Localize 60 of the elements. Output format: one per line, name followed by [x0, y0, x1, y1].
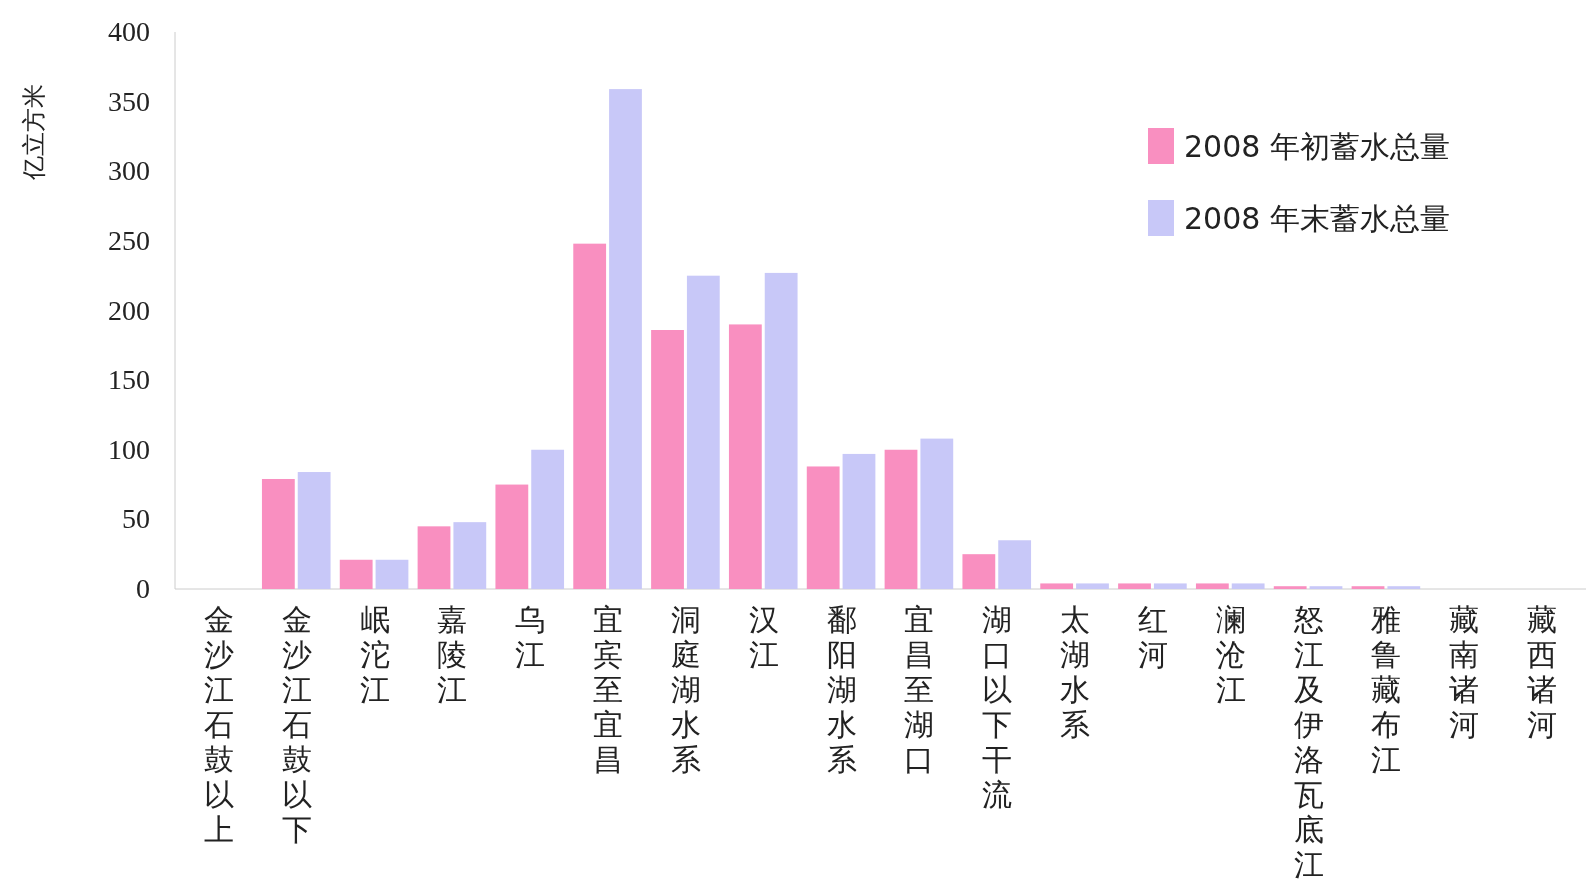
bar	[297, 472, 331, 589]
bar	[453, 522, 487, 589]
x-tick-label: 藏西诸河	[1527, 602, 1558, 742]
bar	[1351, 586, 1385, 589]
bar	[1076, 583, 1109, 589]
bar	[962, 554, 996, 589]
x-tick-label: 澜沧江	[1215, 602, 1246, 707]
x-tick-label: 汉江	[748, 602, 779, 672]
bar	[1118, 583, 1151, 589]
x-tick-label: 洞庭湖水系	[670, 602, 701, 777]
bar	[764, 272, 798, 589]
y-tick-label: 200	[108, 294, 150, 326]
legend-label: 2008 年初蓄水总量	[1184, 129, 1450, 164]
x-tick-label: 红河	[1137, 602, 1168, 672]
bar	[686, 275, 720, 589]
bar	[651, 330, 684, 589]
y-tick-label: 250	[108, 224, 150, 256]
x-tick-label: 乌江	[515, 602, 546, 672]
y-tick-label: 400	[108, 16, 150, 47]
bar	[842, 453, 876, 589]
x-tick-label: 岷沱江	[359, 602, 390, 707]
x-tick-label: 宜昌至湖口	[904, 602, 935, 777]
y-tick-label: 50	[122, 503, 150, 535]
bar	[1387, 586, 1421, 589]
y-tick-label: 350	[108, 85, 150, 117]
legend-label: 2008 年末蓄水总量	[1184, 201, 1450, 236]
bar	[1040, 583, 1074, 589]
bar	[495, 484, 529, 589]
bar	[417, 526, 451, 589]
x-tick-label: 太湖水系	[1060, 602, 1091, 742]
x-tick-label: 宜宾至宜昌	[593, 602, 624, 777]
bar	[261, 478, 295, 589]
bar	[1195, 583, 1229, 589]
y-tick-label: 100	[108, 433, 150, 465]
bar	[806, 466, 840, 589]
bar	[339, 559, 373, 589]
bar	[920, 438, 954, 589]
bar	[609, 89, 642, 589]
x-tick-label: 嘉陵江	[437, 602, 468, 707]
bar	[375, 559, 409, 589]
y-tick-label: 300	[108, 155, 150, 187]
bar	[531, 449, 565, 589]
x-tick-label: 藏南诸河	[1449, 602, 1480, 742]
x-tick-label: 雅鲁藏布江	[1371, 602, 1402, 777]
bar	[1273, 586, 1307, 589]
x-tick-label: 金沙江石鼓以上	[203, 602, 234, 847]
bar	[998, 540, 1032, 589]
bar	[884, 449, 918, 589]
y-axis-title: 亿立方米	[20, 84, 48, 181]
x-tick-label: 怒江及伊洛瓦底江	[1292, 602, 1324, 882]
bar	[573, 243, 607, 589]
bar	[1309, 586, 1343, 589]
bar	[1231, 583, 1265, 589]
bar	[728, 324, 762, 589]
bar	[1153, 583, 1187, 589]
y-tick-label: 0	[136, 573, 150, 604]
x-tick-label: 金沙江石鼓以下	[281, 602, 312, 847]
x-tick-label: 鄱阳湖水系	[826, 602, 857, 777]
x-tick-label: 湖口以下干流	[982, 602, 1013, 812]
y-tick-label: 150	[108, 364, 150, 396]
